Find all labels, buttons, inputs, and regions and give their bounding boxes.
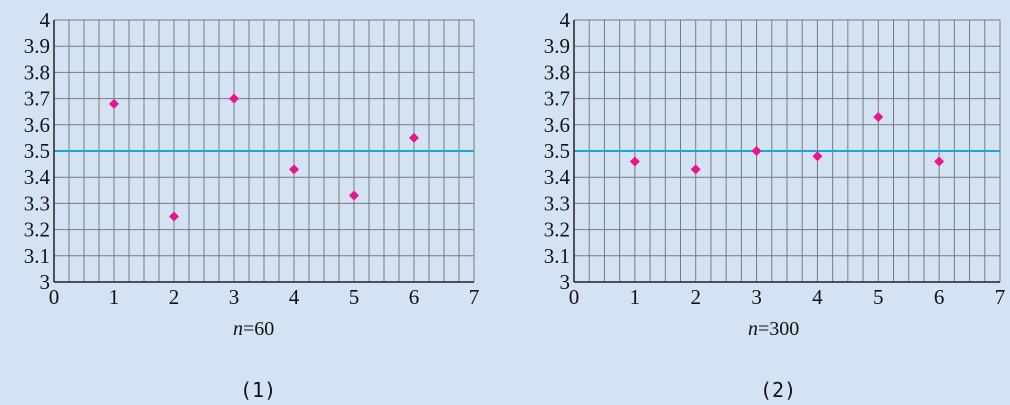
y-tick-label: 3.3 (24, 191, 50, 215)
data-point (169, 211, 179, 222)
y-tick-label: 3.8 (544, 60, 570, 84)
y-tick-label: 3.5 (24, 139, 50, 163)
y-tick-label: 3.4 (544, 165, 571, 189)
data-point (690, 164, 701, 175)
x-tick-label: 2 (690, 285, 701, 309)
x-tick-label: 7 (995, 285, 1006, 309)
y-tick-label: 3.2 (24, 218, 50, 242)
x-tick-label: 4 (812, 285, 823, 309)
y-tick-label: 3.6 (24, 113, 50, 137)
x-tick-label: 5 (873, 285, 884, 309)
y-tick-label: 3 (40, 270, 51, 294)
y-tick-label: 3.9 (544, 34, 570, 58)
x-tick-label: 1 (109, 285, 120, 309)
y-tick-label: 3.3 (544, 191, 570, 215)
caption-value: =300 (758, 318, 800, 340)
y-tick-label: 4 (560, 8, 571, 32)
y-tick-label: 3.1 (544, 244, 570, 268)
y-tick-label: 3.7 (544, 87, 570, 111)
y-tick-label: 4 (40, 8, 51, 32)
data-point (409, 132, 419, 143)
x-tick-label: 6 (934, 285, 945, 309)
x-tick-label: 7 (469, 285, 480, 309)
x-tick-label: 0 (569, 285, 580, 309)
data-point (349, 190, 359, 201)
y-tick-label: 3.4 (24, 165, 51, 189)
y-tick-label: 3.9 (24, 34, 50, 58)
x-tick-label: 0 (49, 285, 60, 309)
data-point (812, 151, 823, 162)
y-tick-label: 3.5 (544, 139, 570, 163)
caption-variable: n (233, 318, 243, 340)
chart-panel-2: 33.13.23.33.43.53.63.73.83.940 1 2 3 4 5 6 7 (544, 8, 1006, 309)
x-tick-label: 4 (289, 285, 300, 309)
caption-panel-2: n=300 (748, 318, 799, 341)
caption-variable: n (748, 318, 758, 340)
x-tick-label: 2 (169, 285, 180, 309)
panel-label-1: (1) (240, 378, 277, 402)
chart-panel-1: 33.13.23.33.43.53.63.73.83.940 1 2 3 4 5 6 7 (24, 8, 480, 309)
data-point (751, 146, 762, 156)
caption-value: =60 (243, 318, 275, 340)
x-tick-label: 6 (409, 285, 420, 309)
caption-panel-1: n=60 (233, 318, 274, 341)
data-point (109, 98, 119, 109)
y-tick-label: 3 (560, 270, 571, 294)
x-tick-label: 5 (349, 285, 360, 309)
x-tick-label: 3 (751, 285, 762, 309)
y-tick-label: 3.1 (24, 244, 50, 268)
data-point (873, 111, 884, 122)
panel-label-2: (2) (760, 378, 797, 402)
data-point (934, 156, 945, 167)
y-tick-label: 3.6 (544, 113, 570, 137)
data-point (229, 93, 239, 104)
data-point (289, 164, 299, 175)
y-tick-label: 3.8 (24, 60, 50, 84)
data-point (629, 156, 640, 167)
x-tick-label: 3 (229, 285, 240, 309)
y-tick-label: 3.2 (544, 218, 570, 242)
x-tick-label: 1 (630, 285, 641, 309)
y-tick-label: 3.7 (24, 87, 50, 111)
